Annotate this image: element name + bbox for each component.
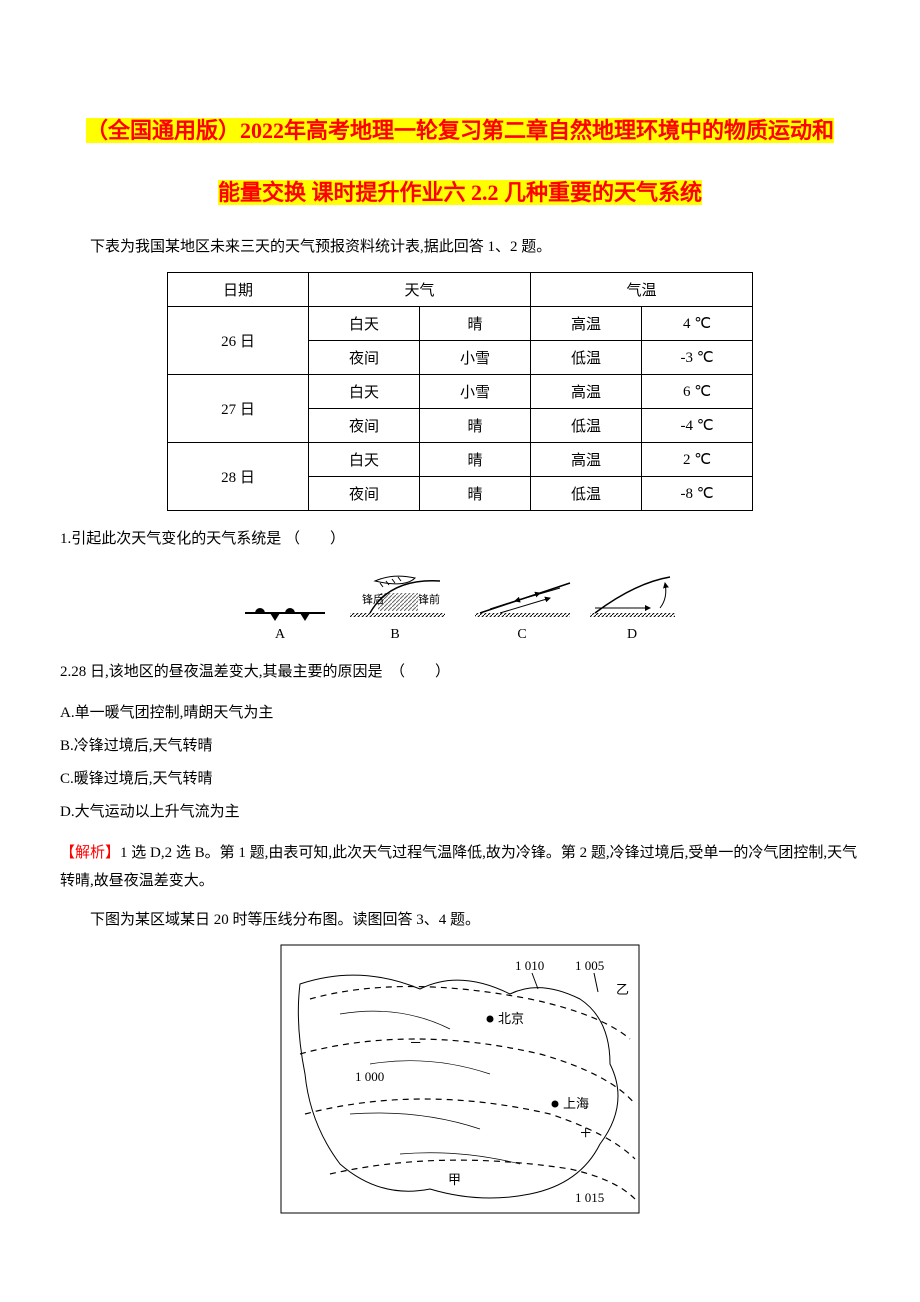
q2-option-c: C.暖锋过境后,天气转晴 <box>60 763 860 796</box>
analysis-block: 【解析】1 选 D,2 选 B。第 1 题,由表可知,此次天气过程气温降低,故为… <box>60 839 860 896</box>
th-temp: 气温 <box>531 272 753 306</box>
cell: 白天 <box>309 442 420 476</box>
cell: 白天 <box>309 306 420 340</box>
table-row: 26 日 白天 晴 高温 4 ℃ <box>168 306 753 340</box>
low-mark: − <box>410 1032 421 1054</box>
q2-option-b: B.冷锋过境后,天气转晴 <box>60 730 860 763</box>
high-mark: + <box>580 1122 591 1144</box>
isobar-label: 1 015 <box>575 1190 604 1205</box>
cell-date: 28 日 <box>168 442 309 510</box>
analysis-label: 【解析】 <box>60 845 120 861</box>
table-row: 28 日 白天 晴 高温 2 ℃ <box>168 442 753 476</box>
label-jia: 甲 <box>448 1172 461 1187</box>
label-front: 锋前 <box>418 592 440 606</box>
analysis-text: 1 选 D,2 选 B。第 1 题,由表可知,此次天气过程气温降低,故为冷锋。第… <box>60 845 857 890</box>
cell: 夜间 <box>309 340 420 374</box>
title-line-1: （全国通用版）2022年高考地理一轮复习第二章自然地理环境中的物质运动和 <box>86 118 834 143</box>
cell: 晴 <box>420 476 531 510</box>
cell: -3 ℃ <box>642 340 753 374</box>
q2-stem: 2.28 日,该地区的昼夜温差变大,其最主要的原因是 （ ） <box>60 658 860 687</box>
city-shanghai: 上海 <box>563 1096 589 1111</box>
table-header-row: 日期 天气 气温 <box>168 272 753 306</box>
weather-table: 日期 天气 气温 26 日 白天 晴 高温 4 ℃ 夜间 小雪 低温 -3 ℃ … <box>167 272 753 511</box>
q2-option-a: A.单一暖气团控制,晴朗天气为主 <box>60 697 860 730</box>
isobar-label: 1 000 <box>355 1069 384 1084</box>
cell-date: 26 日 <box>168 306 309 374</box>
cell-date: 27 日 <box>168 374 309 442</box>
q2-options: A.单一暖气团控制,晴朗天气为主 B.冷锋过境后,天气转晴 C.暖锋过境后,天气… <box>60 697 860 829</box>
cell: 晴 <box>420 306 531 340</box>
isobar-label: 1 005 <box>575 958 604 973</box>
cell: 2 ℃ <box>642 442 753 476</box>
label-behind: 锋后 <box>362 593 384 606</box>
map-icon: 1 010 1 005 1 000 1 015 北京 上海 甲 乙 − + <box>280 944 640 1214</box>
page: （全国通用版）2022年高考地理一轮复习第二章自然地理环境中的物质运动和 能量交… <box>0 0 920 1285</box>
cell: 4 ℃ <box>642 306 753 340</box>
cell: 夜间 <box>309 408 420 442</box>
cell: 夜间 <box>309 476 420 510</box>
label-a: A <box>275 627 286 642</box>
cell: 低温 <box>531 340 642 374</box>
cell: 低温 <box>531 408 642 442</box>
th-date: 日期 <box>168 272 309 306</box>
weather-systems-icon: A 锋后 锋前 B C D <box>240 563 680 643</box>
intro-text: 下表为我国某地区未来三天的天气预报资料统计表,据此回答 1、2 题。 <box>60 233 860 262</box>
q1-stem: 1.引起此次天气变化的天气系统是 （ ） <box>60 525 860 554</box>
label-d: D <box>627 627 637 642</box>
cell: -8 ℃ <box>642 476 753 510</box>
cell: 晴 <box>420 408 531 442</box>
th-weather: 天气 <box>309 272 531 306</box>
cell: 白天 <box>309 374 420 408</box>
cell: 高温 <box>531 306 642 340</box>
cell: 高温 <box>531 442 642 476</box>
q2-option-d: D.大气运动以上升气流为主 <box>60 796 860 829</box>
label-b: B <box>390 627 399 642</box>
intro2-text: 下图为某区域某日 20 时等压线分布图。读图回答 3、4 题。 <box>60 906 860 935</box>
cell: 小雪 <box>420 340 531 374</box>
isobar-label: 1 010 <box>515 958 544 973</box>
title-block: （全国通用版）2022年高考地理一轮复习第二章自然地理环境中的物质运动和 能量交… <box>60 100 860 223</box>
table-row: 27 日 白天 小雪 高温 6 ℃ <box>168 374 753 408</box>
label-c: C <box>517 627 526 642</box>
cell: 6 ℃ <box>642 374 753 408</box>
title-line-2: 能量交换 课时提升作业六 2.2 几种重要的天气系统 <box>218 180 702 205</box>
cell: 小雪 <box>420 374 531 408</box>
q1-options-diagram: A 锋后 锋前 B C D <box>60 563 860 648</box>
cell: 低温 <box>531 476 642 510</box>
cell: 晴 <box>420 442 531 476</box>
cell: -4 ℃ <box>642 408 753 442</box>
label-yi: 乙 <box>616 982 629 997</box>
isobar-map: 1 010 1 005 1 000 1 015 北京 上海 甲 乙 − + <box>60 944 860 1219</box>
city-beijing: 北京 <box>498 1011 524 1026</box>
cell: 高温 <box>531 374 642 408</box>
